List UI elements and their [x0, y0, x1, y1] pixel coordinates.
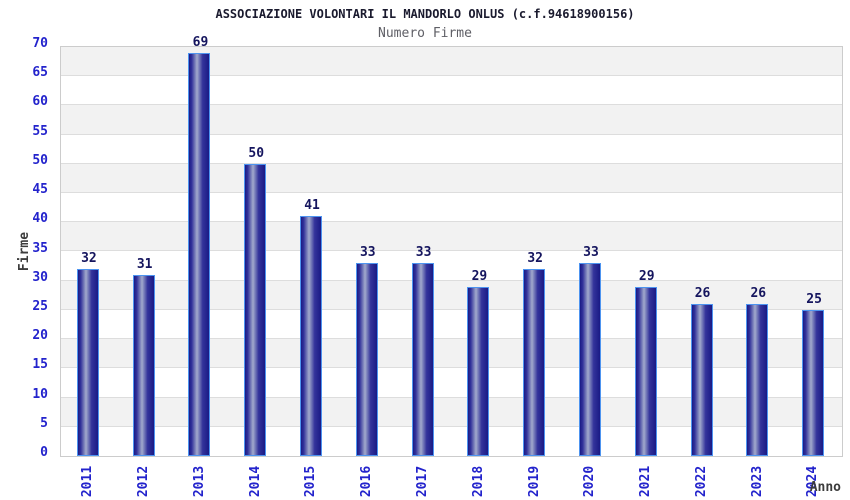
x-tick-label: 2022	[694, 465, 710, 497]
bar-value-label: 26	[750, 286, 767, 302]
bar-value-label: 26	[694, 286, 711, 302]
y-tick-label: 55	[32, 123, 48, 139]
bar-2021	[634, 286, 657, 456]
y-tick-label: 15	[32, 357, 48, 373]
x-tick-label: 2016	[359, 465, 375, 497]
grid-band	[61, 339, 842, 369]
x-tick-label: 2015	[303, 465, 319, 497]
y-tick-label: 45	[32, 182, 48, 198]
bar-2019	[523, 269, 546, 456]
bar-2022	[690, 304, 713, 456]
y-tick-label: 30	[32, 269, 48, 285]
bar-value-label: 29	[471, 268, 488, 284]
bar-value-label: 33	[415, 245, 432, 261]
bar-value-label: 31	[136, 256, 153, 272]
x-tick-label: 2013	[191, 465, 207, 497]
y-tick-label: 0	[40, 445, 48, 460]
x-axis-title: Anno	[809, 480, 841, 495]
y-tick-label: 5	[40, 415, 48, 431]
grid-band	[61, 426, 842, 456]
x-tick-label: 2020	[582, 465, 598, 497]
plot-area: 32 31 69 50 41 33 33 29 32 33 29 26 26 25	[60, 36, 843, 457]
bar-value-label: 50	[248, 145, 265, 161]
bar-2016	[355, 263, 378, 456]
grid-band	[61, 193, 842, 223]
grid-band	[61, 105, 842, 135]
x-tick-label: 2017	[415, 465, 431, 497]
x-tick-label: 2019	[526, 465, 542, 497]
bar-value-label: 69	[192, 34, 209, 50]
chart-title: ASSOCIAZIONE VOLONTARI IL MANDORLO ONLUS…	[215, 7, 635, 21]
bar-value-label: 33	[359, 245, 376, 261]
y-tick-label: 35	[32, 240, 48, 256]
y-tick-label: 65	[32, 65, 48, 81]
bar-2024	[802, 309, 825, 456]
bar-2013	[188, 52, 211, 456]
bar-2020	[578, 263, 601, 456]
bar-2018	[467, 286, 490, 456]
grid-band	[61, 280, 842, 310]
chart-subtitle: Numero Firme	[378, 26, 472, 41]
bar-value-label: 25	[806, 291, 822, 307]
bar-2011	[76, 269, 99, 456]
bar-2012	[132, 274, 155, 456]
grid-band	[61, 134, 842, 164]
bar-value-label: 32	[81, 251, 97, 267]
y-tick-label: 40	[32, 211, 48, 227]
x-tick-label: 2012	[136, 465, 152, 497]
grid-band	[61, 309, 842, 340]
grid-band	[61, 251, 842, 281]
y-tick-label: 70	[32, 36, 48, 51]
bar-2014	[244, 163, 267, 456]
y-tick-label: 25	[32, 298, 48, 314]
y-tick-label: 20	[32, 328, 48, 344]
x-tick-label: 2021	[638, 465, 654, 497]
y-tick-label: 50	[32, 152, 48, 168]
y-tick-label: 10	[32, 386, 48, 402]
bar-2015	[300, 216, 323, 456]
grid-band	[61, 163, 842, 194]
bar-value-label: 41	[304, 198, 320, 214]
bar-value-label: 29	[638, 268, 655, 284]
x-tick-label: 2011	[80, 465, 96, 497]
x-tick-label: 2023	[749, 465, 765, 497]
bar-2023	[746, 304, 769, 456]
bar-value-label: 32	[527, 251, 543, 267]
grid-band	[61, 368, 842, 398]
bar-2017	[411, 263, 434, 456]
x-tick-label: 2018	[470, 465, 486, 497]
grid-band	[61, 76, 842, 106]
grid-band	[61, 397, 842, 427]
grid-band	[61, 222, 842, 252]
x-tick-label: 2014	[247, 465, 263, 497]
bar-value-label: 33	[583, 245, 599, 261]
grid-band	[61, 47, 842, 77]
y-tick-label: 60	[32, 94, 48, 110]
